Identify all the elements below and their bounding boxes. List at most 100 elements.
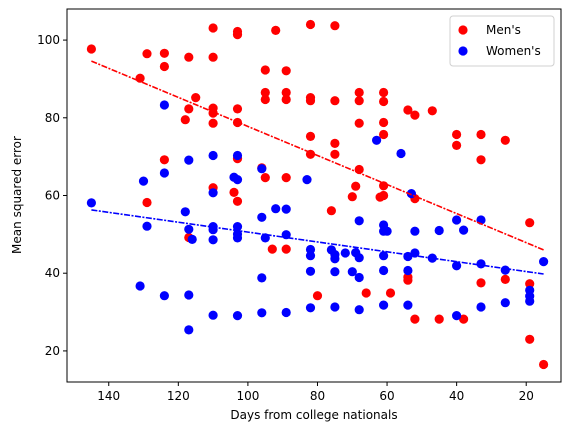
data-point bbox=[410, 314, 420, 324]
data-point bbox=[354, 272, 364, 283]
data-point bbox=[379, 190, 389, 201]
trendline-0 bbox=[91, 60, 544, 251]
data-point bbox=[271, 204, 281, 214]
data-point bbox=[452, 129, 462, 140]
data-point bbox=[525, 334, 535, 344]
data-point bbox=[257, 273, 267, 283]
data-point bbox=[281, 244, 291, 254]
data-point bbox=[260, 87, 270, 98]
data-point bbox=[232, 29, 243, 40]
data-point bbox=[229, 187, 239, 197]
data-point bbox=[382, 226, 392, 236]
data-point bbox=[305, 266, 316, 276]
data-point bbox=[180, 115, 190, 125]
data-point bbox=[142, 221, 152, 231]
data-point bbox=[476, 155, 486, 165]
data-point bbox=[232, 233, 243, 243]
data-point bbox=[403, 300, 413, 310]
data-point bbox=[379, 251, 389, 261]
x-axis-label: Days from college nationals bbox=[230, 408, 397, 422]
data-point bbox=[208, 150, 218, 161]
data-point bbox=[379, 87, 389, 98]
data-point bbox=[257, 164, 267, 174]
data-point bbox=[86, 44, 96, 54]
data-point bbox=[525, 218, 535, 228]
y-tick-label: 40 bbox=[45, 266, 60, 280]
data-point bbox=[312, 291, 323, 301]
y-axis-label: Mean squared error bbox=[10, 136, 24, 254]
data-point bbox=[232, 222, 243, 232]
data-point bbox=[135, 73, 145, 83]
data-point bbox=[379, 129, 389, 140]
x-tick-label: 120 bbox=[167, 389, 190, 403]
trendline-1 bbox=[91, 209, 544, 275]
data-point bbox=[379, 181, 389, 191]
data-point bbox=[459, 314, 469, 324]
data-point bbox=[184, 290, 194, 300]
legend: Men's Women's bbox=[449, 15, 555, 67]
data-point bbox=[354, 216, 364, 226]
legend-marker bbox=[458, 46, 468, 56]
data-point bbox=[208, 310, 218, 320]
legend-label: Men's bbox=[486, 23, 521, 37]
legend-marker bbox=[458, 25, 468, 35]
data-point bbox=[184, 325, 194, 335]
data-point bbox=[180, 207, 190, 217]
data-point bbox=[305, 131, 316, 141]
data-point bbox=[459, 225, 469, 235]
data-point bbox=[434, 314, 444, 324]
x-tick-label: 140 bbox=[97, 389, 120, 403]
data-point bbox=[281, 87, 291, 98]
data-point bbox=[326, 206, 336, 216]
data-point bbox=[184, 52, 194, 62]
data-point bbox=[476, 129, 486, 140]
data-point bbox=[305, 251, 316, 261]
data-point bbox=[208, 23, 218, 33]
data-point bbox=[267, 244, 277, 254]
legend-box bbox=[449, 15, 555, 67]
data-point bbox=[340, 248, 350, 258]
x-tick-label: 100 bbox=[236, 389, 259, 403]
data-point bbox=[260, 65, 270, 75]
data-point bbox=[184, 104, 194, 114]
data-point bbox=[330, 267, 340, 277]
data-point bbox=[403, 105, 413, 115]
data-point bbox=[330, 149, 340, 159]
data-point bbox=[142, 49, 152, 59]
data-point bbox=[330, 302, 340, 312]
x-tick-label: 20 bbox=[519, 389, 534, 403]
plot-area bbox=[86, 19, 549, 370]
y-tick-label: 100 bbox=[37, 33, 60, 47]
data-point bbox=[539, 257, 549, 267]
y-axis: 20 40 60 80 100 bbox=[37, 33, 67, 358]
data-point bbox=[354, 305, 364, 315]
data-point bbox=[379, 117, 389, 128]
data-point bbox=[500, 265, 510, 275]
data-point bbox=[330, 138, 340, 148]
data-point bbox=[452, 261, 462, 271]
legend-label: Women's bbox=[486, 44, 541, 58]
data-point bbox=[305, 19, 316, 30]
x-tick-label: 40 bbox=[449, 389, 464, 403]
data-point bbox=[208, 118, 218, 128]
data-point bbox=[354, 253, 364, 263]
data-point bbox=[159, 291, 169, 301]
data-point bbox=[372, 135, 382, 145]
x-tick-label: 80 bbox=[310, 389, 325, 403]
data-point bbox=[330, 96, 340, 106]
data-point bbox=[281, 307, 291, 318]
data-point bbox=[208, 188, 218, 198]
data-point bbox=[452, 140, 462, 150]
data-point bbox=[427, 106, 437, 116]
data-point bbox=[410, 110, 420, 120]
data-point bbox=[232, 311, 243, 321]
data-point bbox=[330, 21, 340, 31]
y-tick-label: 80 bbox=[45, 111, 60, 125]
data-point bbox=[232, 175, 243, 185]
data-point bbox=[403, 275, 413, 285]
y-tick-label: 20 bbox=[45, 344, 60, 358]
data-point bbox=[281, 94, 291, 105]
data-point bbox=[281, 66, 291, 76]
data-point bbox=[271, 25, 281, 35]
